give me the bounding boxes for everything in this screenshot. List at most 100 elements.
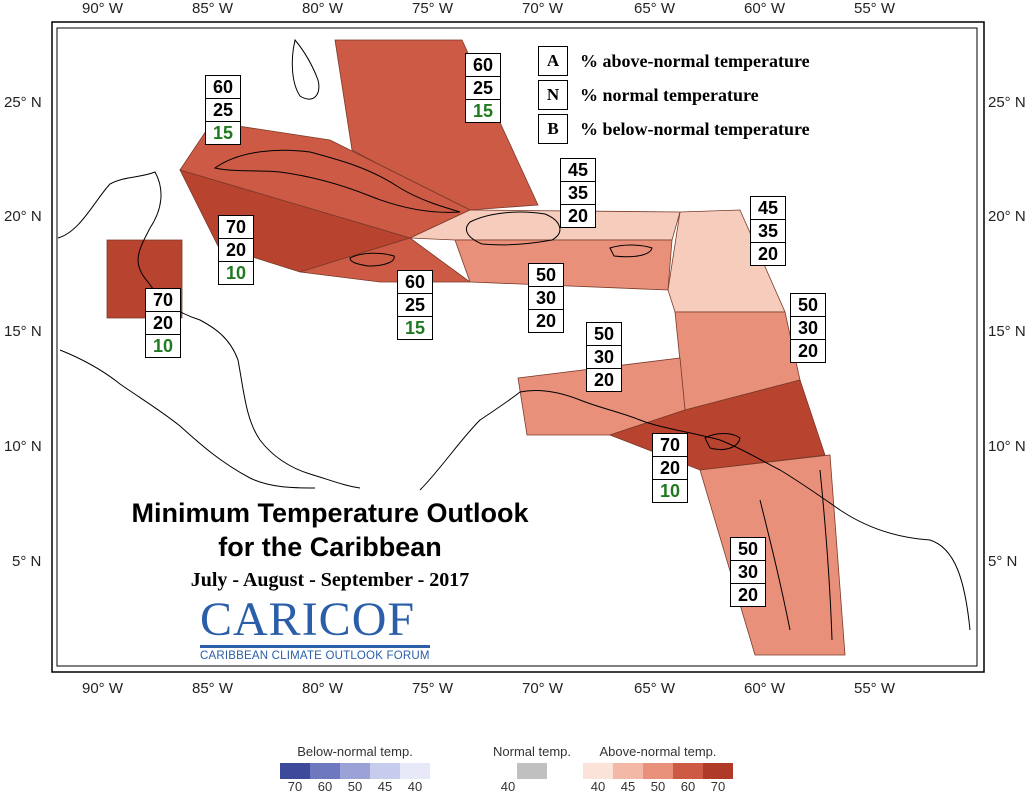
colorbar-swatch bbox=[517, 763, 548, 779]
cuba-outline bbox=[213, 149, 461, 213]
coastlines bbox=[57, 38, 971, 641]
lon-label-bottom: 65° W bbox=[634, 680, 676, 697]
hispaniola-outline bbox=[466, 211, 561, 246]
lat-label-right: 15° N bbox=[988, 323, 1026, 340]
lon-label-bottom: 90° W bbox=[82, 680, 124, 697]
colorbar-tick-label: 70 bbox=[710, 779, 726, 794]
colorbar-swatch bbox=[310, 763, 340, 779]
prob-normal: 30 bbox=[731, 561, 765, 584]
logo-divider bbox=[200, 645, 430, 648]
prob-normal: 25 bbox=[398, 294, 432, 317]
colorbar-normal-swatches bbox=[493, 763, 571, 779]
map-title-block: Minimum Temperature Outlook for the Cari… bbox=[60, 496, 600, 594]
prob-above: 45 bbox=[561, 159, 595, 182]
colorbar-above-ticks: 40 45 50 60 70 bbox=[583, 779, 733, 794]
prob-below: 15 bbox=[212, 123, 234, 143]
map-title: Minimum Temperature Outlook bbox=[131, 498, 529, 528]
prob-box-cayman: 70 20 10 bbox=[218, 215, 254, 285]
prob-normal: 30 bbox=[587, 346, 621, 369]
lat-label-right: 10° N bbox=[988, 438, 1026, 455]
central-america-pacific-coast bbox=[59, 349, 316, 489]
prob-above: 50 bbox=[731, 538, 765, 561]
prob-below: 20 bbox=[535, 311, 557, 331]
lon-label-top: 90° W bbox=[82, 0, 124, 17]
colorbar-swatch bbox=[673, 763, 703, 779]
region-hispaniola-north bbox=[409, 209, 681, 241]
prob-below: 10 bbox=[152, 336, 174, 356]
prob-box-jamaica: 60 25 15 bbox=[397, 270, 433, 340]
key-letter-below: B bbox=[538, 114, 568, 144]
lat-label-left: 15° N bbox=[4, 323, 42, 340]
prob-box-cuba: 60 25 15 bbox=[205, 75, 241, 145]
colorbar-swatch bbox=[340, 763, 370, 779]
prob-above: 60 bbox=[466, 54, 500, 77]
lon-label-bottom: 75° W bbox=[412, 680, 454, 697]
colorbar-below: Below-normal temp. 70 60 50 45 40 bbox=[280, 744, 430, 794]
probability-key: A % above-normal temperature N % normal … bbox=[538, 44, 843, 146]
prob-above: 70 bbox=[653, 434, 687, 457]
prob-normal: 20 bbox=[653, 457, 687, 480]
map-frame-outer bbox=[51, 21, 985, 673]
colorbar-tick-label: 70 bbox=[287, 779, 303, 794]
prob-above: 70 bbox=[146, 289, 180, 312]
colorbar-above-title: Above-normal temp. bbox=[599, 744, 717, 759]
prob-box-northern-lesser-antilles: 45 35 20 bbox=[750, 196, 786, 266]
lon-label-bottom: 85° W bbox=[192, 680, 234, 697]
prob-normal: 25 bbox=[206, 99, 240, 122]
colorbar-tick-label: 40 bbox=[500, 779, 516, 794]
key-text-normal: % normal temperature bbox=[580, 84, 759, 105]
prob-above: 45 bbox=[751, 197, 785, 220]
colorbar-tick-label: 50 bbox=[650, 779, 666, 794]
key-row-below: B % below-normal temperature bbox=[538, 112, 843, 146]
lon-label-top: 75° W bbox=[412, 0, 454, 17]
prob-above: 50 bbox=[587, 323, 621, 346]
map-title-continued: for the Caribbean bbox=[218, 532, 442, 562]
prob-normal: 35 bbox=[751, 220, 785, 243]
colorbar-tick-label: 50 bbox=[347, 779, 363, 794]
prob-box-hispaniola-north: 45 35 20 bbox=[560, 158, 596, 228]
colorbar-below-title: Below-normal temp. bbox=[297, 744, 413, 759]
lon-label-bottom: 55° W bbox=[854, 680, 896, 697]
prob-above: 70 bbox=[219, 216, 253, 239]
caricof-logo: CARICOF CARIBBEAN CLIMATE OUTLOOK FORUM bbox=[200, 596, 430, 662]
logo-wordmark: CARICOF bbox=[200, 593, 416, 646]
puerto-rico-outline bbox=[609, 244, 653, 258]
colorbar-normal-ticks: 40 bbox=[493, 779, 523, 794]
prob-below: 15 bbox=[404, 318, 426, 338]
jamaica-outline bbox=[349, 252, 395, 267]
guiana-border bbox=[759, 469, 833, 641]
colorbar-swatch bbox=[613, 763, 643, 779]
lon-label-bottom: 80° W bbox=[302, 680, 344, 697]
prob-normal: 20 bbox=[146, 312, 180, 335]
prob-normal: 35 bbox=[561, 182, 595, 205]
prob-above: 50 bbox=[791, 294, 825, 317]
south-america-north-coast bbox=[419, 389, 971, 631]
colorbar-below-swatches bbox=[280, 763, 430, 779]
prob-box-hispaniola-south: 50 30 20 bbox=[528, 263, 564, 333]
prob-above: 50 bbox=[529, 264, 563, 287]
lat-label-right: 20° N bbox=[988, 208, 1026, 225]
prob-below: 10 bbox=[659, 481, 681, 501]
key-row-normal: N % normal temperature bbox=[538, 78, 843, 112]
prob-below: 20 bbox=[737, 585, 759, 605]
lat-label-left: 10° N bbox=[4, 438, 42, 455]
colorbar-tick-label: 45 bbox=[620, 779, 636, 794]
prob-below: 20 bbox=[593, 370, 615, 390]
prob-normal: 30 bbox=[791, 317, 825, 340]
lon-label-top: 55° W bbox=[854, 0, 896, 17]
lat-label-right: 25° N bbox=[988, 94, 1026, 111]
colorbar-tick-label: 40 bbox=[590, 779, 606, 794]
prob-box-guianas: 50 30 20 bbox=[730, 537, 766, 607]
key-letter-normal: N bbox=[538, 80, 568, 110]
colorbar-swatch bbox=[643, 763, 673, 779]
colorbar-tick-label: 45 bbox=[377, 779, 393, 794]
prob-below: 20 bbox=[567, 206, 589, 226]
lon-label-top: 60° W bbox=[744, 0, 786, 17]
prob-normal: 25 bbox=[466, 77, 500, 100]
key-row-above: A % above-normal temperature bbox=[538, 44, 843, 78]
colorbar-swatch bbox=[370, 763, 400, 779]
map-season: July - August - September - 2017 bbox=[190, 569, 470, 591]
prob-box-bahamas: 60 25 15 bbox=[465, 53, 501, 123]
colorbar-swatch bbox=[583, 763, 613, 779]
